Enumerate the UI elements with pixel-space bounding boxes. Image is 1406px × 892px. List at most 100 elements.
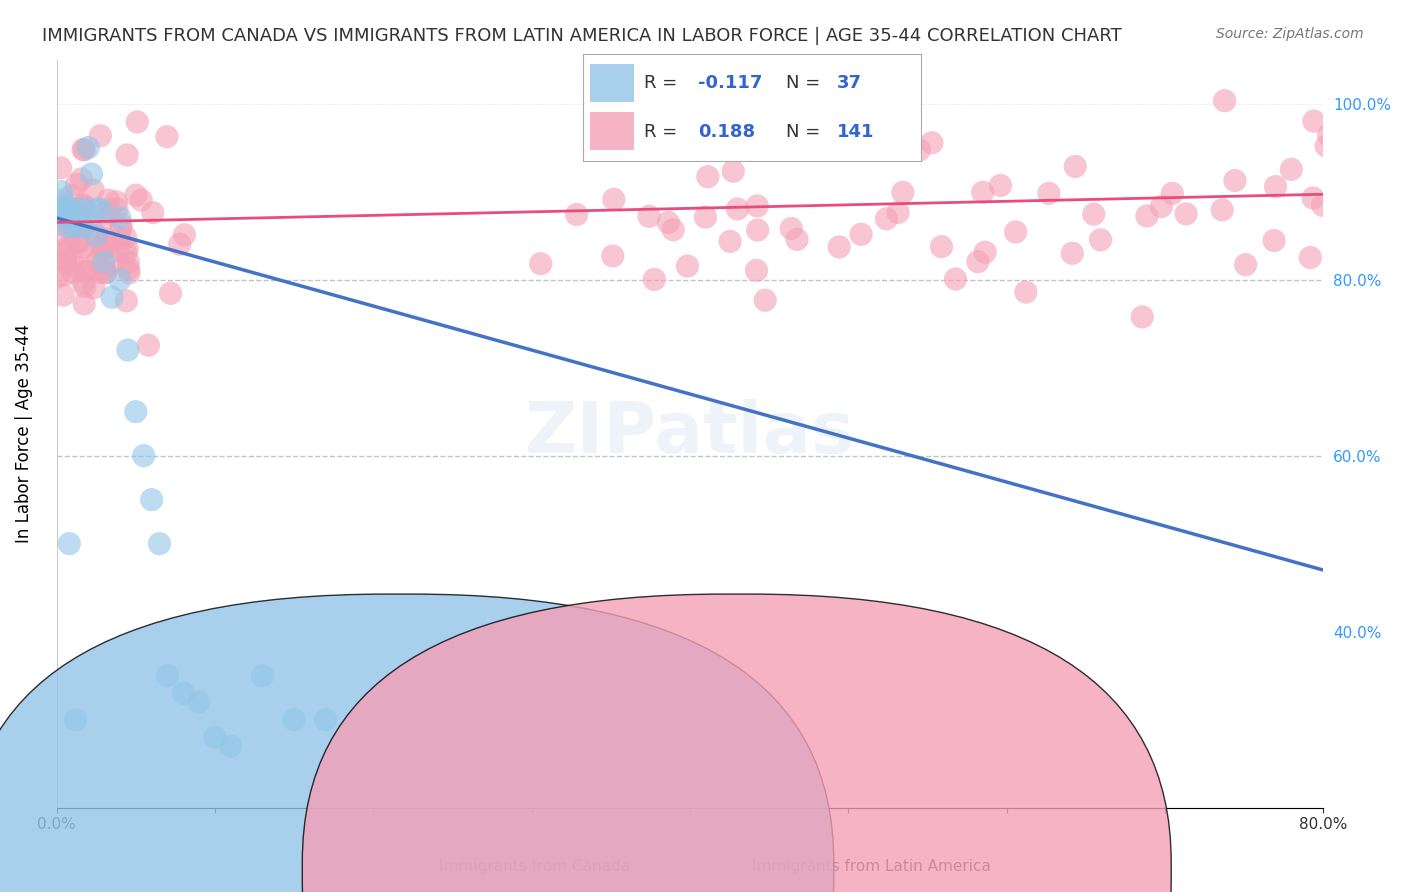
Immigrants from Latin America: [115, 148, 138, 162]
Immigrants from Latin America: [55, 241, 77, 255]
Text: R =: R =: [644, 75, 683, 93]
Immigrants from Canada: [252, 668, 274, 682]
Immigrants from Canada: [315, 713, 337, 727]
Immigrants from Latin America: [73, 297, 96, 311]
Immigrants from Latin America: [931, 239, 953, 253]
Immigrants from Latin America: [676, 259, 699, 273]
Immigrants from Latin America: [1317, 128, 1340, 143]
Immigrants from Canada: [141, 492, 163, 507]
Immigrants from Latin America: [73, 199, 96, 213]
Immigrants from Canada: [66, 202, 89, 217]
Bar: [591, 112, 634, 150]
Immigrants from Latin America: [1213, 94, 1236, 108]
Immigrants from Latin America: [974, 245, 997, 260]
Immigrants from Latin America: [94, 265, 117, 279]
Immigrants from Latin America: [173, 227, 195, 242]
Immigrants from Latin America: [66, 235, 89, 249]
Immigrants from Latin America: [747, 223, 769, 237]
Immigrants from Latin America: [1004, 225, 1026, 239]
Immigrants from Latin America: [1062, 246, 1084, 260]
Immigrants from Latin America: [908, 143, 931, 157]
Immigrants from Latin America: [565, 207, 588, 221]
Immigrants from Latin America: [59, 241, 82, 255]
Immigrants from Latin America: [1161, 186, 1184, 201]
Immigrants from Latin America: [93, 212, 115, 227]
Immigrants from Latin America: [91, 244, 114, 259]
Immigrants from Canada: [58, 202, 80, 217]
Immigrants from Canada: [52, 194, 75, 208]
Immigrants from Latin America: [65, 178, 87, 192]
Immigrants from Latin America: [110, 221, 132, 235]
Immigrants from Latin America: [156, 129, 179, 144]
Immigrants from Canada: [62, 211, 84, 225]
Immigrants from Latin America: [696, 169, 718, 184]
Immigrants from Latin America: [1015, 285, 1038, 299]
Immigrants from Canada: [108, 272, 131, 286]
Immigrants from Canada: [69, 211, 91, 225]
Immigrants from Latin America: [107, 244, 129, 258]
Immigrants from Latin America: [52, 245, 75, 260]
Text: ZIPatlas: ZIPatlas: [524, 399, 855, 468]
Immigrants from Latin America: [780, 221, 803, 235]
Immigrants from Latin America: [921, 136, 943, 150]
Immigrants from Canada: [53, 211, 76, 225]
Immigrants from Latin America: [747, 199, 769, 213]
Immigrants from Latin America: [967, 254, 990, 268]
Immigrants from Latin America: [91, 240, 114, 254]
Immigrants from Canada: [156, 668, 179, 682]
Immigrants from Latin America: [602, 249, 624, 263]
Immigrants from Latin America: [91, 242, 114, 256]
Immigrants from Latin America: [115, 293, 138, 308]
Text: 37: 37: [837, 75, 862, 93]
Immigrants from Latin America: [72, 276, 94, 290]
Immigrants from Latin America: [127, 115, 149, 129]
Immigrants from Canada: [80, 167, 103, 181]
Immigrants from Latin America: [65, 260, 87, 275]
Immigrants from Latin America: [727, 202, 749, 216]
Immigrants from Latin America: [1136, 209, 1159, 223]
Immigrants from Latin America: [70, 201, 93, 215]
Immigrants from Latin America: [662, 223, 685, 237]
Immigrants from Latin America: [67, 235, 90, 249]
Immigrants from Latin America: [75, 264, 97, 278]
Immigrants from Latin America: [82, 224, 104, 238]
Immigrants from Latin America: [1150, 199, 1173, 213]
Immigrants from Latin America: [138, 338, 160, 352]
Immigrants from Latin America: [159, 286, 181, 301]
Immigrants from Latin America: [53, 254, 76, 268]
Immigrants from Latin America: [1279, 162, 1302, 177]
Immigrants from Latin America: [55, 198, 77, 212]
Text: N =: N =: [786, 123, 825, 141]
Immigrants from Latin America: [114, 230, 136, 244]
Immigrants from Canada: [148, 536, 170, 550]
Immigrants from Latin America: [657, 215, 679, 229]
Immigrants from Latin America: [63, 211, 86, 226]
Immigrants from Latin America: [117, 261, 139, 276]
Immigrants from Latin America: [115, 246, 138, 260]
Immigrants from Latin America: [1130, 310, 1153, 324]
Immigrants from Latin America: [891, 186, 914, 200]
Immigrants from Latin America: [48, 228, 70, 243]
Immigrants from Canada: [55, 202, 77, 217]
Text: -0.117: -0.117: [699, 75, 762, 93]
Immigrants from Latin America: [60, 188, 83, 202]
Immigrants from Canada: [93, 255, 115, 269]
Immigrants from Latin America: [849, 227, 872, 242]
Immigrants from Canada: [72, 219, 94, 234]
Immigrants from Latin America: [638, 210, 661, 224]
Immigrants from Latin America: [103, 254, 125, 268]
Immigrants from Latin America: [93, 206, 115, 220]
Immigrants from Latin America: [46, 270, 69, 285]
Immigrants from Latin America: [117, 241, 139, 255]
Text: N =: N =: [786, 75, 825, 93]
Immigrants from Latin America: [72, 198, 94, 212]
Immigrants from Latin America: [603, 193, 626, 207]
Immigrants from Latin America: [87, 265, 110, 279]
Immigrants from Canada: [65, 219, 87, 234]
Immigrants from Latin America: [695, 210, 717, 224]
Immigrants from Latin America: [530, 257, 553, 271]
Immigrants from Latin America: [142, 205, 165, 219]
Immigrants from Latin America: [1264, 179, 1286, 194]
Immigrants from Canada: [84, 202, 107, 217]
Immigrants from Latin America: [75, 264, 97, 278]
